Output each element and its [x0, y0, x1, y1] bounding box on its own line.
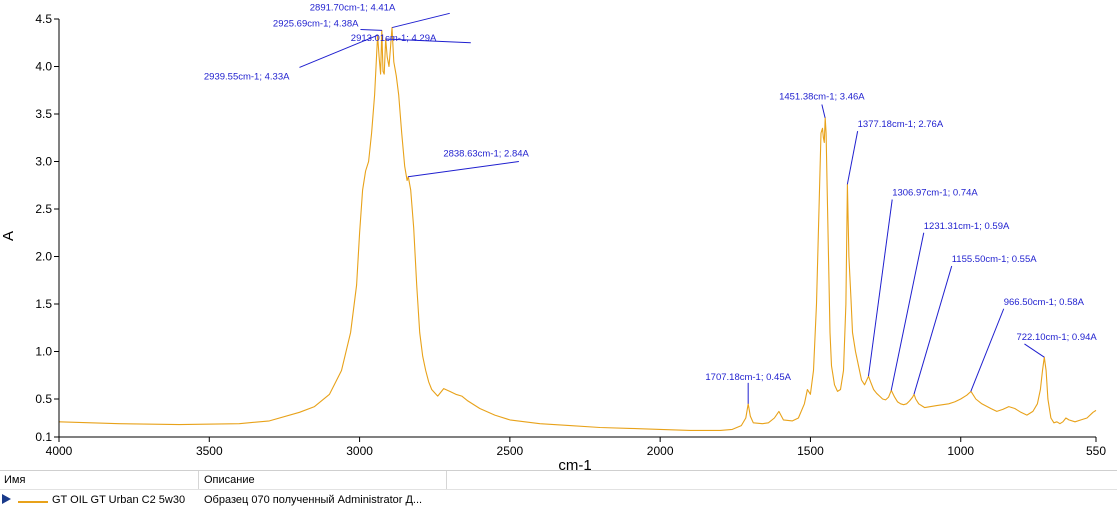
legend-table: Имя Описание GT OIL GT Urban C2 5w30 Обр… [0, 470, 1117, 509]
y-tick-label: 4.5 [35, 12, 52, 26]
annotation-leader [821, 104, 826, 118]
peak-annotation-label: 722.10cm-1; 0.94A [1016, 332, 1097, 343]
y-tick-label: 2.0 [35, 250, 52, 264]
y-tick-label: 1.5 [35, 297, 52, 311]
peak-annotation-label: 1306.97cm-1; 0.74A [892, 188, 978, 199]
annotation-leader [1024, 343, 1045, 358]
legend-header-name[interactable]: Имя [4, 474, 26, 486]
peak-annotation-label: 1231.31cm-1; 0.59A [924, 221, 1010, 232]
axes: 4000 3500 3000 2500 2000 1500 1000 550 0.1 0.5 1.0… [35, 12, 1106, 458]
legend-series-name: GT OIL GT Urban C2 5w30 [52, 494, 186, 506]
x-tick-label: 550 [1086, 444, 1106, 458]
annotation-leader [970, 308, 1005, 392]
annotation-leader [408, 161, 519, 178]
peak-annotation-label: 2838.63cm-1; 2.84A [443, 149, 529, 160]
legend-series-description: Образец 070 полученный Administrator Д..… [204, 494, 423, 506]
annotations: 2925.69cm-1; 4.38A 2891.70cm-1; 4.41A 2913… [204, 2, 1097, 404]
peak-annotation-label: 2925.69cm-1; 4.38A [273, 18, 359, 29]
spectrum-chart: 2925.69cm-1; 4.38A 2891.70cm-1; 4.41A 2913… [0, 2, 1106, 470]
peak-annotation-label: 1707.18cm-1; 0.45A [705, 372, 791, 383]
x-tick-label: 1500 [797, 444, 824, 458]
y-tick-label: 1.0 [35, 345, 52, 359]
annotation-leader [360, 28, 382, 31]
peak-annotation-label: 1377.18cm-1; 2.76A [858, 119, 944, 130]
y-tick-label: 0.1 [35, 430, 52, 444]
annotation-leader [846, 131, 859, 185]
column-divider[interactable] [446, 471, 447, 489]
peak-annotation-label: 2891.70cm-1; 4.41A [310, 2, 396, 13]
annotation-leader [392, 12, 450, 29]
legend-row[interactable]: GT OIL GT Urban C2 5w30 Образец 070 полу… [0, 491, 1117, 509]
y-tick-label: 0.5 [35, 392, 52, 406]
x-tick-label: 3500 [196, 444, 223, 458]
plot-area [58, 26, 1097, 431]
annotation-leader [890, 232, 925, 391]
column-divider[interactable] [198, 471, 199, 489]
annotation-leader [299, 34, 378, 68]
series-swatch [18, 501, 48, 503]
peak-annotation-label: 966.50cm-1; 0.58A [1004, 297, 1085, 308]
y-tick-label: 4.0 [35, 60, 52, 74]
legend-header: Имя Описание [0, 471, 1117, 490]
peak-annotation-label: 2913.01cm-1; 4.29A [351, 33, 437, 44]
peak-annotation-label: 2939.55cm-1; 4.33A [204, 71, 290, 82]
annotation-leader [913, 265, 953, 395]
annotation-leader [385, 38, 471, 44]
x-tick-label: 1000 [947, 444, 974, 458]
series-line [58, 26, 1097, 431]
x-tick-label: 2000 [647, 444, 674, 458]
annotation-leader [867, 199, 893, 377]
x-tick-label: 3000 [346, 444, 373, 458]
x-tick-label: 4000 [46, 444, 73, 458]
peak-annotation-label: 1451.38cm-1; 3.46A [779, 92, 865, 103]
y-tick-label: 2.5 [35, 202, 52, 216]
row-pointer-icon [2, 494, 11, 504]
legend-header-description[interactable]: Описание [204, 474, 255, 486]
x-tick-label: 2500 [497, 444, 524, 458]
y-tick-label: 3.0 [35, 155, 52, 169]
x-axis-label: cm-1 [558, 457, 591, 470]
y-axis-label: A [0, 231, 17, 241]
peak-annotation-label: 1155.50cm-1; 0.55A [952, 254, 1038, 265]
y-tick-label: 3.5 [35, 107, 52, 121]
